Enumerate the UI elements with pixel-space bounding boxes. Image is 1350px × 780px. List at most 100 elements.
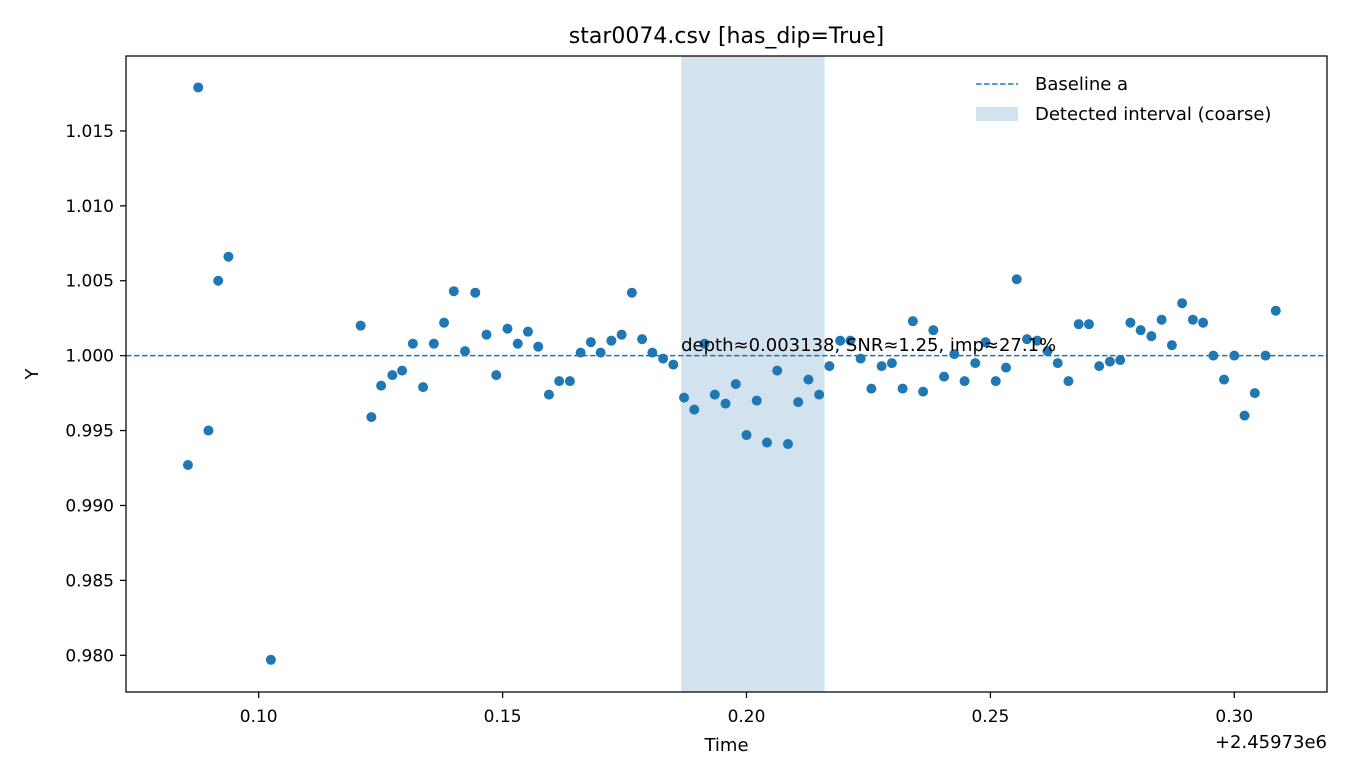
- data-point: [907, 316, 918, 327]
- data-point: [1011, 274, 1022, 285]
- data-point: [761, 437, 772, 448]
- data-point: [918, 386, 929, 397]
- data-point: [1094, 361, 1105, 372]
- data-point: [866, 383, 877, 394]
- data-point: [554, 376, 565, 387]
- data-point: [814, 389, 825, 400]
- data-point: [182, 460, 193, 471]
- data-point: [213, 275, 224, 286]
- data-point: [782, 439, 793, 450]
- data-point: [679, 392, 690, 403]
- y-tick-label: 0.995: [65, 422, 114, 442]
- data-point: [658, 353, 669, 364]
- y-tick-label: 1.000: [65, 347, 114, 367]
- data-point: [855, 353, 866, 364]
- data-point: [533, 341, 544, 352]
- data-point: [1270, 305, 1281, 316]
- data-point: [835, 335, 846, 346]
- data-point: [845, 335, 856, 346]
- detected-interval-band: [681, 56, 825, 692]
- data-point: [970, 358, 981, 369]
- x-tick-label: 0.15: [484, 707, 522, 727]
- data-point: [876, 361, 887, 372]
- y-tick-label: 0.980: [65, 646, 114, 666]
- data-point: [1042, 346, 1053, 357]
- data-point: [1177, 298, 1188, 309]
- data-point: [407, 338, 418, 349]
- data-point: [1239, 410, 1250, 421]
- data-point: [1229, 350, 1240, 361]
- data-point: [470, 287, 481, 298]
- data-point: [1156, 314, 1167, 325]
- data-point: [1083, 319, 1094, 330]
- data-point: [512, 338, 523, 349]
- data-point: [355, 320, 366, 331]
- data-point: [1198, 317, 1209, 328]
- data-point: [689, 404, 700, 415]
- data-point: [949, 349, 960, 360]
- data-point: [751, 395, 762, 406]
- data-point: [1187, 314, 1198, 325]
- data-point: [741, 430, 752, 441]
- data-point: [448, 286, 459, 297]
- data-point: [928, 325, 939, 336]
- data-point: [1135, 325, 1146, 336]
- data-point: [886, 358, 897, 369]
- data-point: [387, 370, 398, 381]
- x-axis-label: Time: [703, 735, 748, 756]
- data-point: [709, 389, 720, 400]
- data-point: [481, 329, 492, 340]
- legend: Baseline a Detected interval (coarse): [976, 74, 1271, 125]
- data-point: [1073, 319, 1084, 330]
- data-point: [1032, 335, 1043, 346]
- data-point: [897, 383, 908, 394]
- data-point: [699, 338, 710, 349]
- y-tick-label: 1.015: [65, 122, 114, 142]
- data-point: [1063, 376, 1074, 387]
- x-tick-label: 0.20: [728, 707, 766, 727]
- data-point: [1115, 355, 1126, 366]
- data-point: [543, 389, 554, 400]
- data-point: [824, 361, 835, 372]
- data-point: [502, 323, 513, 334]
- data-point: [772, 365, 783, 376]
- interval-band-layer: [681, 56, 825, 692]
- data-point: [575, 347, 586, 358]
- y-axis-label: Y: [22, 368, 43, 381]
- data-point: [439, 317, 450, 328]
- y-tick-label: 0.990: [65, 496, 114, 516]
- data-point: [1125, 317, 1136, 328]
- data-point: [418, 382, 429, 393]
- data-point: [366, 412, 377, 423]
- data-point: [585, 337, 596, 348]
- data-point: [939, 371, 950, 382]
- axes-frame: [125, 55, 1328, 693]
- data-point: [522, 326, 533, 337]
- y-tick-label: 1.010: [65, 197, 114, 217]
- y-tick-label: 1.005: [65, 272, 114, 292]
- data-point: [626, 287, 637, 298]
- data-point: [595, 347, 606, 358]
- chart-title: star0074.csv [has_dip=True]: [569, 24, 884, 49]
- data-point: [1104, 356, 1115, 367]
- data-point: [980, 337, 991, 348]
- dip-annotation: depth≈0.003138, SNR≈1.25, imp≈27.1%: [681, 335, 1056, 356]
- data-point: [376, 380, 387, 391]
- data-point: [223, 251, 234, 262]
- data-point: [1208, 350, 1219, 361]
- x-tick-label: 0.10: [240, 707, 278, 727]
- data-points: [182, 82, 1281, 665]
- x-axis: 0.10 0.15 0.20 0.25 0.30: [240, 692, 1253, 727]
- legend-label-interval: Detected interval (coarse): [1035, 104, 1271, 125]
- data-point: [265, 654, 276, 665]
- data-point: [428, 338, 439, 349]
- data-point: [564, 376, 575, 387]
- y-tick-label: 0.985: [65, 571, 114, 591]
- x-tick-label: 0.30: [1215, 707, 1253, 727]
- legend-band-swatch: [976, 107, 1018, 121]
- data-point: [397, 365, 408, 376]
- data-point: [793, 397, 804, 408]
- data-point: [803, 374, 814, 385]
- data-point: [193, 82, 204, 93]
